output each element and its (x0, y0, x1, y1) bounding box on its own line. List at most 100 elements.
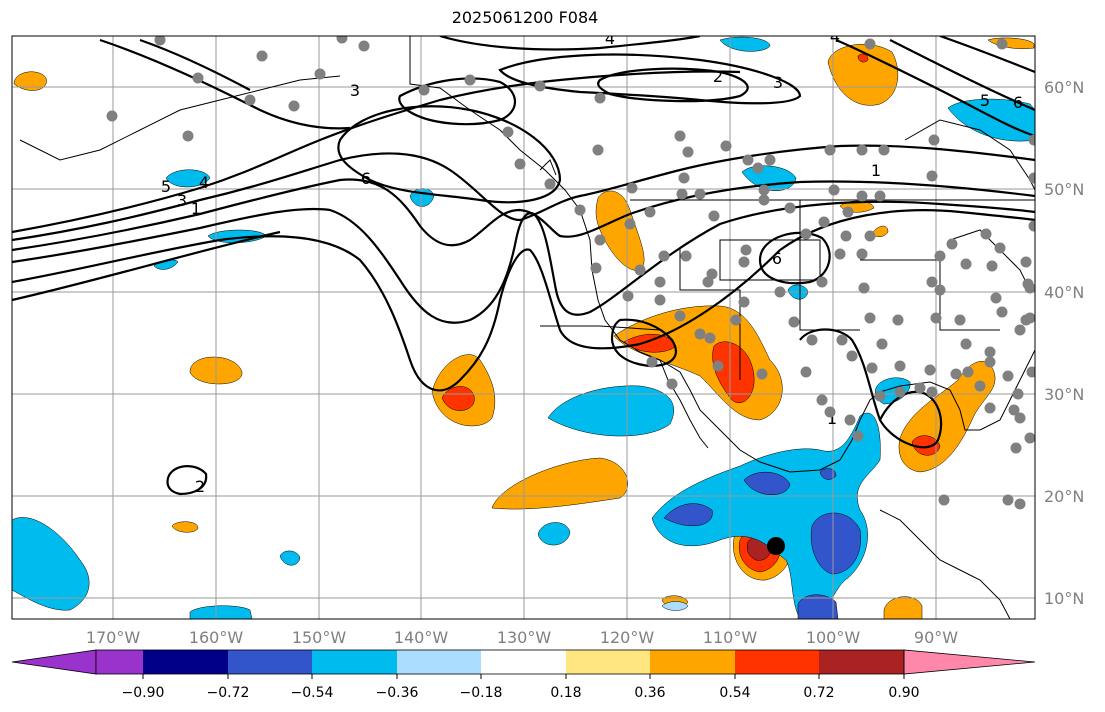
station-marker (986, 260, 998, 272)
anomaly-region (712, 341, 755, 403)
station-marker (788, 316, 800, 328)
station-marker (1008, 404, 1020, 416)
station-marker (844, 414, 856, 426)
coastline-segment (799, 200, 860, 331)
station-marker (590, 262, 602, 274)
station-marker (592, 144, 604, 156)
station-marker (758, 194, 770, 206)
station-marker (738, 256, 750, 268)
station-marker (704, 332, 716, 344)
lon-axis: 170°W 160°W 150°W 140°W 130°W 120°W 110°W 100°W… (86, 628, 958, 647)
chart-title: 2025061200 F084 (451, 8, 599, 27)
station-marker (984, 402, 996, 414)
lat-tick-label: 20°N (1044, 487, 1084, 506)
contour-label: 3 (773, 73, 783, 92)
contour-label: 1 (191, 199, 201, 218)
station-marker (654, 294, 666, 306)
station-marker (622, 290, 634, 302)
station-marker (244, 94, 256, 106)
colorbar-tick-label: 0.18 (550, 685, 581, 701)
station-marker (418, 84, 430, 96)
contour-label: 1 (827, 409, 837, 428)
height-contour (12, 144, 1035, 242)
station-marker (758, 184, 770, 196)
height-contour (597, 67, 749, 103)
colorbar-swatch (735, 650, 819, 674)
station-marker (594, 234, 606, 246)
anomaly-region (171, 521, 199, 533)
station-marker (824, 406, 836, 418)
anomaly-region (661, 601, 689, 611)
coastline-segment (879, 509, 1011, 619)
colorbar-swatch (397, 650, 481, 674)
station-marker (938, 494, 950, 506)
station-marker (702, 276, 714, 288)
station-marker (926, 170, 938, 182)
colorbar-tick-label: −0.54 (291, 685, 334, 701)
station-marker (514, 158, 526, 170)
colorbar-extend-min (11, 649, 97, 675)
height-contour (439, 36, 701, 51)
colorbar-tick-label: −0.36 (376, 685, 419, 701)
station-marker (836, 334, 848, 346)
colorbar-swatch (96, 650, 143, 674)
colorbar-tick-label: −0.90 (122, 685, 165, 701)
station-marker (926, 386, 938, 398)
station-marker (1020, 314, 1032, 326)
colorbar-swatch (650, 650, 735, 674)
station-marker (950, 368, 962, 380)
anomaly-region (663, 503, 713, 526)
lon-tick-label: 150°W (292, 628, 347, 647)
station-marker (856, 144, 868, 156)
station-marker (1028, 134, 1035, 146)
station-marker (288, 100, 300, 112)
contour-label: 2 (713, 67, 723, 86)
station-marker (676, 188, 688, 200)
station-marker (924, 364, 936, 376)
station-marker (980, 228, 992, 240)
station-marker (892, 314, 904, 326)
station-marker (1002, 370, 1014, 382)
contour-label: 4 (605, 29, 615, 48)
station-marker (634, 264, 646, 276)
coastline-segment (539, 159, 557, 176)
anomaly-region (719, 36, 771, 52)
station-marker (740, 244, 752, 256)
lat-tick-label: 40°N (1044, 283, 1084, 302)
station-marker (960, 258, 972, 270)
station-marker (1028, 172, 1035, 184)
anomaly-region (13, 71, 47, 91)
station-marker (962, 366, 974, 378)
station-marker (764, 154, 776, 166)
station-marker (1024, 282, 1035, 294)
colorbar-swatch (312, 650, 397, 674)
station-marker (816, 394, 828, 406)
height-contour (12, 200, 1035, 324)
height-contour (939, 36, 1035, 74)
station-marker (730, 314, 742, 326)
station-marker (1026, 366, 1035, 378)
coastline-segment (409, 36, 1035, 473)
station-marker (876, 338, 888, 350)
coastline-segment (679, 248, 741, 380)
station-marker (864, 38, 876, 50)
contour-label: 6 (361, 169, 371, 188)
coastline-segment (659, 359, 709, 449)
lat-tick-label: 30°N (1044, 385, 1084, 404)
station-marker (834, 248, 846, 260)
station-marker (708, 210, 720, 222)
station-marker (828, 184, 840, 196)
station-marker (914, 382, 926, 394)
lon-tick-label: 130°W (497, 628, 552, 647)
contour-label: 1 (871, 161, 881, 180)
map-frame (11, 35, 1036, 620)
colorbar: −0.90 −0.72 −0.54 −0.36 −0.18 0.18 0.36 0.54 0.7… (11, 649, 1036, 701)
station-marker (644, 206, 656, 218)
lat-tick-label: 50°N (1044, 180, 1084, 199)
station-marker (1014, 498, 1026, 510)
station-marker (534, 80, 546, 92)
anomaly-region (797, 594, 839, 619)
height-contour (337, 105, 562, 204)
coastline-segment (19, 75, 341, 161)
